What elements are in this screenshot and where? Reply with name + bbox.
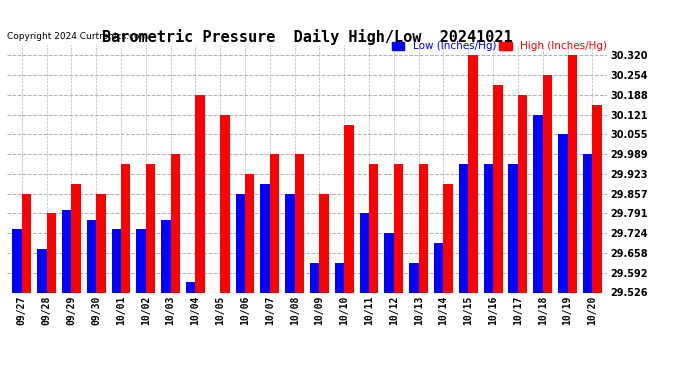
Bar (518, 94, 527, 292)
Bar (161, 220, 170, 292)
Bar (295, 154, 304, 292)
Bar (235, 194, 245, 292)
Title: Barometric Pressure  Daily High/Low  20241021: Barometric Pressure Daily High/Low 20241… (101, 29, 513, 45)
Bar (285, 194, 295, 292)
Bar (409, 262, 419, 292)
Bar (509, 164, 518, 292)
Text: Copyright 2024 Curtronics.com: Copyright 2024 Curtronics.com (7, 32, 148, 41)
Bar (270, 154, 279, 292)
Bar (459, 164, 469, 292)
Bar (369, 164, 379, 292)
Bar (12, 230, 22, 292)
Bar (335, 262, 344, 292)
Bar (22, 194, 31, 292)
Bar (47, 213, 56, 292)
Bar (137, 230, 146, 292)
Bar (170, 154, 180, 292)
Bar (245, 174, 255, 292)
Bar (592, 105, 602, 292)
Bar (71, 184, 81, 292)
Bar (384, 233, 394, 292)
Bar (37, 249, 47, 292)
Bar (310, 262, 319, 292)
Bar (484, 164, 493, 292)
Bar (533, 115, 543, 292)
Bar (434, 243, 444, 292)
Bar (260, 184, 270, 292)
Bar (419, 164, 428, 292)
Bar (146, 164, 155, 292)
Bar (220, 115, 230, 292)
Bar (567, 55, 577, 292)
Bar (469, 55, 477, 292)
Bar (62, 210, 71, 292)
Bar (493, 85, 502, 292)
Bar (583, 154, 592, 292)
Bar (344, 124, 354, 292)
Bar (195, 94, 205, 292)
Bar (87, 220, 96, 292)
Bar (96, 194, 106, 292)
Bar (112, 230, 121, 292)
Bar (121, 164, 130, 292)
Bar (558, 134, 567, 292)
Bar (543, 75, 552, 292)
Bar (186, 282, 195, 292)
Bar (444, 184, 453, 292)
Bar (394, 164, 403, 292)
Bar (319, 194, 329, 292)
Bar (359, 213, 369, 292)
Legend: Low (Inches/Hg), High (Inches/Hg): Low (Inches/Hg), High (Inches/Hg) (392, 41, 607, 51)
